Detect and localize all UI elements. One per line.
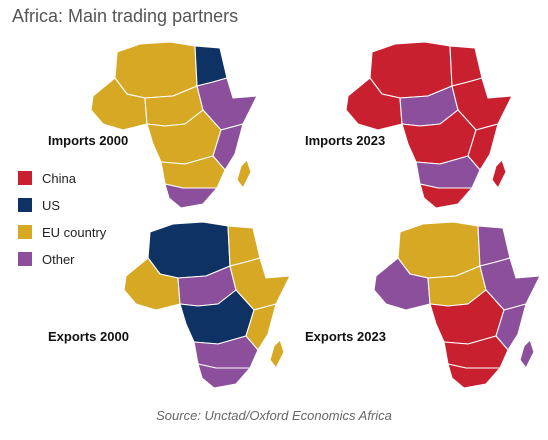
region-madagascar (269, 339, 285, 369)
legend-swatch-eu (18, 225, 32, 239)
legend-item-us: US (18, 195, 106, 215)
region-north (369, 41, 453, 99)
legend-label-other: Other (42, 251, 75, 267)
source-note: Source: Unctad/Oxford Economics Africa (156, 408, 392, 423)
legend-label-us: US (42, 197, 61, 213)
map-imports-2023 (345, 41, 513, 209)
legend-item-other: Other (18, 249, 106, 269)
map-label-imports-2023: Imports 2023 (305, 133, 386, 148)
region-east (495, 303, 527, 351)
legend-label-eu: EU country (42, 224, 107, 240)
region-east (467, 123, 499, 171)
region-southtip (197, 363, 251, 389)
legend: China US EU country Other (18, 168, 106, 276)
map-label-imports-2000: Imports 2000 (48, 133, 129, 148)
region-north (114, 41, 198, 99)
region-madagascar (236, 159, 252, 189)
map-label-exports-2000: Exports 2000 (48, 329, 129, 344)
region-north (397, 221, 481, 279)
map-label-exports-2023: Exports 2023 (305, 329, 386, 344)
region-madagascar (491, 159, 507, 189)
region-southtip (447, 363, 501, 389)
legend-swatch-us (18, 198, 32, 212)
legend-item-china: China (18, 168, 106, 188)
region-southtip (164, 183, 218, 209)
map-exports-2000 (123, 221, 291, 389)
legend-item-eu: EU country (18, 222, 106, 242)
legend-swatch-china (18, 171, 32, 185)
map-exports-2023 (373, 221, 541, 389)
region-north (147, 221, 231, 279)
region-east (245, 303, 277, 351)
legend-swatch-other (18, 252, 32, 266)
chart-title: Africa: Main trading partners (12, 6, 239, 26)
region-madagascar (519, 339, 535, 369)
region-southtip (419, 183, 473, 209)
legend-label-china: China (42, 170, 76, 186)
map-imports-2000 (90, 41, 258, 209)
region-east (212, 123, 244, 171)
